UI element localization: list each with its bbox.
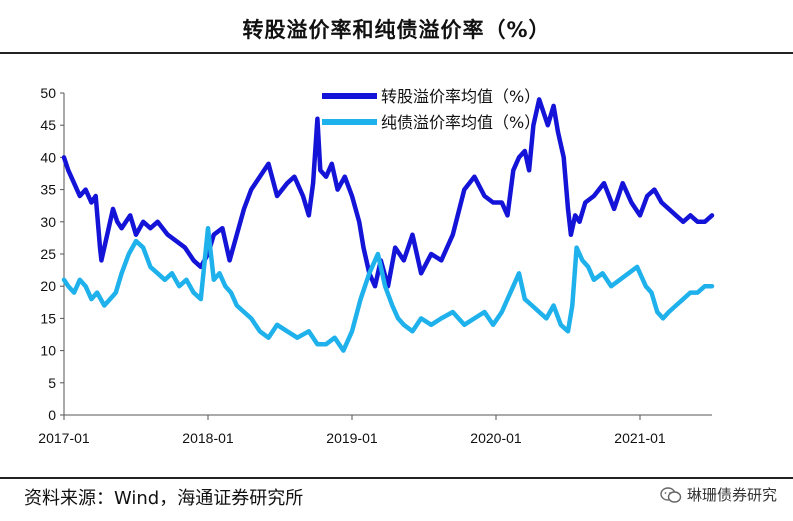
x-tick-label: 2017-01 (38, 430, 90, 446)
y-tick-label: 30 (40, 214, 56, 230)
wechat-icon (660, 486, 682, 503)
y-tick-label: 0 (48, 407, 56, 423)
x-tick-label: 2020-01 (470, 430, 522, 446)
y-tick-label: 10 (40, 343, 56, 359)
y-tick-label: 5 (48, 375, 56, 391)
axes: 0 5 10 15 20 25 30 35 40 45 50 2017-01 2018-01 2019-0… (38, 85, 712, 446)
line-chart: 0 5 10 15 20 25 30 35 40 45 50 2017-01 2018-01 2019-0… (38, 85, 715, 446)
y-tick-label: 40 (40, 149, 56, 165)
legend-label-1: 转股溢价率均值（%） (381, 87, 540, 106)
legend-label-2: 纯债溢价率均值（%） (381, 113, 540, 132)
y-tick-label: 45 (40, 117, 56, 133)
y-tick-label: 35 (40, 182, 56, 198)
watermark: 琳珊债券研究 (660, 484, 777, 505)
x-tick-label: 2021-01 (614, 430, 666, 446)
series-layer (61, 97, 715, 353)
x-tick-label: 2019-01 (326, 430, 378, 446)
bottom-divider (0, 477, 793, 479)
source-note: 资料来源：Wind，海通证券研究所 (24, 488, 304, 509)
y-tick-label: 20 (40, 278, 56, 294)
y-tick-label: 15 (40, 310, 56, 326)
y-tick-label: 50 (40, 85, 56, 101)
chart-title: 转股溢价率和纯债溢价率（%） (242, 18, 551, 42)
top-divider (0, 52, 793, 54)
y-tick-label: 25 (40, 246, 56, 262)
x-tick-label: 2018-01 (182, 430, 234, 446)
series-bond-premium-line (61, 225, 715, 353)
watermark-text: 琳珊债券研究 (686, 486, 777, 504)
legend: 转股溢价率均值（%） 纯债溢价率均值（%） (322, 87, 540, 132)
